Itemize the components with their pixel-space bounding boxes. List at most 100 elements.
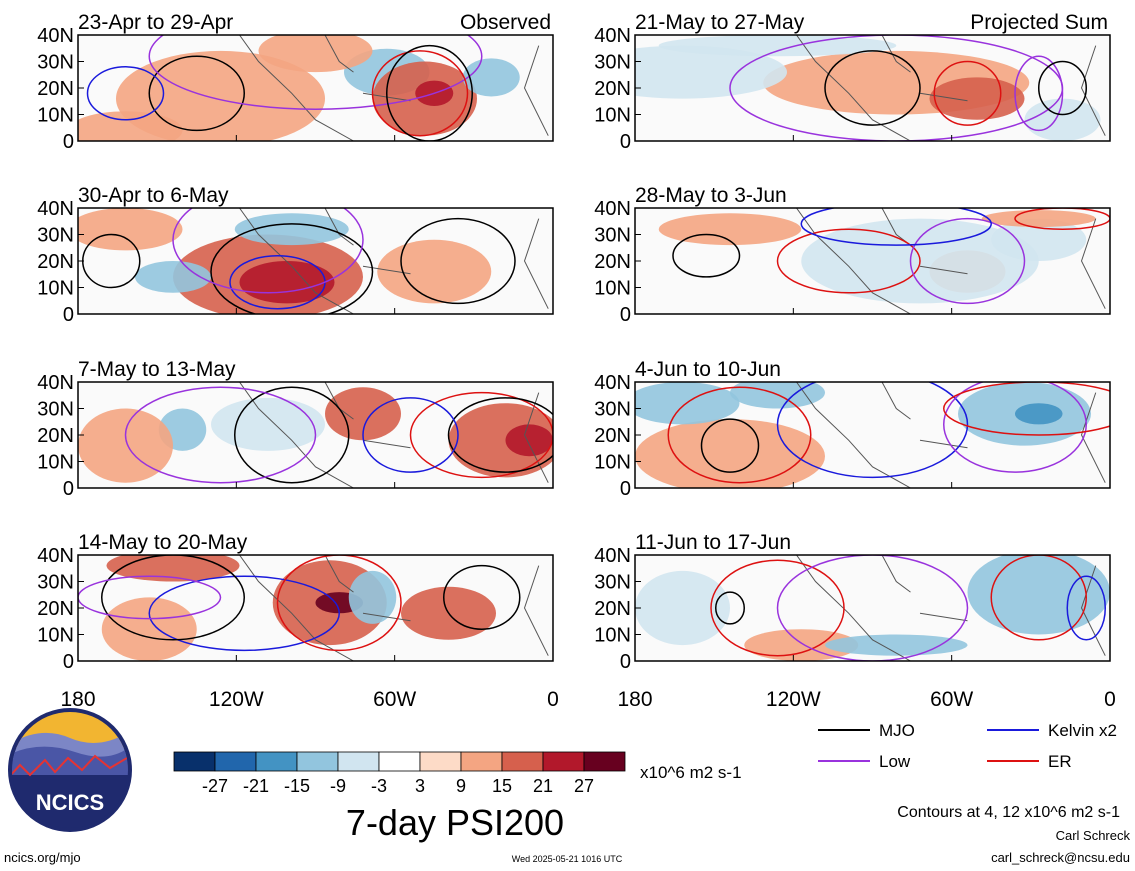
y-tick-label: 40N xyxy=(37,545,74,567)
x-tick-label: 180 xyxy=(60,688,95,711)
y-tick-label: 30N xyxy=(37,225,74,247)
y-tick-label: 10N xyxy=(594,625,631,647)
panel-date-label: 4-Jun to 10-Jun xyxy=(635,358,781,381)
y-tick-label: 30N xyxy=(37,399,74,421)
y-tick-label: 20N xyxy=(594,78,631,100)
panel-p5: 40N 30N 20N 10N 0 7-May to 13-May xyxy=(37,358,554,500)
colorbar-label: 27 xyxy=(574,776,594,796)
panel-date-label: 21-May to 27-May xyxy=(635,11,805,34)
y-tick-label: 0 xyxy=(63,651,74,673)
y-tick-label: 30N xyxy=(594,52,631,74)
site-link[interactable]: ncics.org/mjo xyxy=(4,850,81,865)
y-tick-label: 40N xyxy=(594,25,631,47)
x-tick-label: 120W xyxy=(209,688,264,711)
logo-text: NCICS xyxy=(36,790,104,815)
panel-tag: Projected Sum xyxy=(970,11,1108,34)
y-tick-label: 20N xyxy=(37,251,74,273)
panel-p6: 40N 30N 20N 10N 0 4-Jun to 10-Jun xyxy=(594,358,1111,500)
x-tick-label: 60W xyxy=(373,688,416,711)
x-tick-label: 180 xyxy=(617,688,652,711)
panel-tag: Observed xyxy=(460,11,551,34)
colorbar-label: -27 xyxy=(202,776,228,796)
y-tick-label: 20N xyxy=(594,425,631,447)
ncics-logo: NCICS xyxy=(8,708,132,832)
y-tick-label: 0 xyxy=(63,131,74,153)
y-tick-label: 10N xyxy=(37,625,74,647)
panel-date-label: 11-Jun to 17-Jun xyxy=(635,531,791,554)
colorbar-swatch xyxy=(583,751,626,772)
x-tick-label: 60W xyxy=(930,688,973,711)
colorbar-label: -9 xyxy=(330,776,346,796)
colorbar-swatch xyxy=(460,751,503,772)
y-tick-label: 10N xyxy=(594,105,631,127)
colorbar-swatch xyxy=(378,751,421,772)
y-tick-label: 20N xyxy=(594,598,631,620)
legend-label: ER xyxy=(1048,752,1072,771)
panel-date-label: 30-Apr to 6-May xyxy=(78,184,229,207)
x-tick-label: 0 xyxy=(547,688,559,711)
panel-date-label: 28-May to 3-Jun xyxy=(635,184,787,207)
colorbar-label: -3 xyxy=(371,776,387,796)
colorbar-label: 3 xyxy=(415,776,425,796)
colorbar-swatch xyxy=(255,751,298,772)
colorbar-units: x10^6 m2 s-1 xyxy=(640,763,742,782)
y-tick-label: 0 xyxy=(63,304,74,326)
y-tick-label: 0 xyxy=(620,131,631,153)
colorbar-swatch xyxy=(501,751,544,772)
contour-note: Contours at 4, 12 x10^6 m2 s-1 xyxy=(897,804,1120,821)
colorbar-label: -21 xyxy=(243,776,269,796)
legend-label: Kelvin x2 xyxy=(1048,721,1117,740)
y-tick-label: 40N xyxy=(37,198,74,220)
legend-label: MJO xyxy=(879,721,915,740)
y-tick-label: 40N xyxy=(37,372,74,394)
legend-label: Low xyxy=(879,752,911,771)
legend: MJO Kelvin x2 Low ER xyxy=(818,721,1117,771)
x-tick-label: 0 xyxy=(1104,688,1116,711)
panel-date-label: 23-Apr to 29-Apr xyxy=(78,11,233,34)
y-tick-label: 20N xyxy=(594,251,631,273)
email[interactable]: carl_schreck@ncsu.edu xyxy=(991,850,1130,865)
y-tick-label: 40N xyxy=(37,25,74,47)
y-tick-label: 10N xyxy=(594,452,631,474)
y-tick-label: 40N xyxy=(594,198,631,220)
colorbar-swatch xyxy=(214,751,257,772)
author: Carl Schreck xyxy=(1056,828,1131,843)
timestamp: Wed 2025-05-21 1016 UTC xyxy=(512,854,623,864)
colorbar: -27 -21 -15 -9 -3 3 9 15 21 27 xyxy=(173,751,626,796)
colorbar-swatch xyxy=(173,751,216,772)
panel-date-label: 14-May to 20-May xyxy=(78,531,248,554)
y-tick-label: 40N xyxy=(594,372,631,394)
panel-p3: 40N 30N 20N 10N 0 30-Apr to 6-May xyxy=(37,184,554,326)
panel-date-label: 7-May to 13-May xyxy=(78,358,236,381)
y-tick-label: 30N xyxy=(594,399,631,421)
y-tick-label: 20N xyxy=(37,425,74,447)
y-tick-label: 0 xyxy=(620,651,631,673)
y-tick-label: 10N xyxy=(37,278,74,300)
y-tick-label: 10N xyxy=(37,452,74,474)
panel-p7: 40N 30N 20N 10N 0 14-May to 20-May xyxy=(37,531,554,673)
colorbar-label: 9 xyxy=(456,776,466,796)
panel-p1: 40N 30N 20N 10N 0 23-Apr to 29-Apr Observed xyxy=(37,11,554,153)
y-tick-label: 20N xyxy=(37,598,74,620)
panel-p4: 40N 30N 20N 10N 0 28-May to 3-Jun xyxy=(594,184,1111,326)
panel-p2: 40N 30N 20N 10N 0 21-May to 27-May Projected S… xyxy=(594,11,1111,153)
y-tick-label: 30N xyxy=(37,572,74,594)
y-tick-label: 20N xyxy=(37,78,74,100)
colorbar-swatch xyxy=(337,751,380,772)
colorbar-swatch xyxy=(419,751,462,772)
y-tick-label: 0 xyxy=(620,478,631,500)
panel-p8: 40N 30N 20N 10N 0 11-Jun to 17-Jun xyxy=(594,531,1111,673)
chart-title: 7-day PSI200 xyxy=(346,802,564,843)
y-tick-label: 30N xyxy=(594,572,631,594)
colorbar-swatch xyxy=(542,751,585,772)
colorbar-label: 15 xyxy=(492,776,512,796)
colorbar-label: 21 xyxy=(533,776,553,796)
y-tick-label: 30N xyxy=(37,52,74,74)
x-tick-label: 120W xyxy=(766,688,821,711)
y-tick-label: 0 xyxy=(63,478,74,500)
y-tick-label: 30N xyxy=(594,225,631,247)
colorbar-label: -15 xyxy=(284,776,310,796)
y-tick-label: 40N xyxy=(594,545,631,567)
y-tick-label: 10N xyxy=(594,278,631,300)
